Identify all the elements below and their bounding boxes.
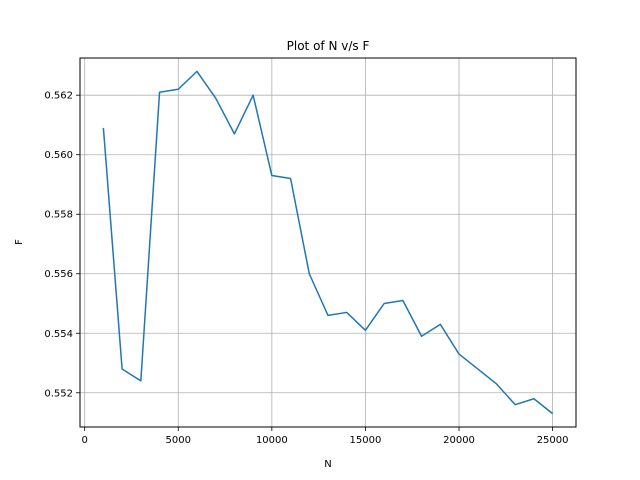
- y-tick-label: 0.562: [44, 91, 73, 102]
- x-tick-label: 25000: [537, 435, 569, 446]
- y-tick-label: 0.558: [44, 210, 73, 221]
- y-tick-label: 0.552: [44, 388, 73, 399]
- x-axis-label: N: [324, 459, 331, 470]
- chart-title: Plot of N v/s F: [287, 39, 370, 53]
- series-group: [102, 70, 554, 415]
- y-tick-label: 0.560: [44, 150, 73, 161]
- x-tick-label: 10000: [256, 435, 288, 446]
- x-tick-label: 0: [81, 435, 87, 446]
- y-axis-ticks: 0.552 0.554 0.556 0.558 0.560 0.562: [44, 91, 80, 399]
- x-tick-label: 5000: [166, 435, 191, 446]
- x-tick-label: 20000: [443, 435, 475, 446]
- y-tick-label: 0.554: [44, 329, 73, 340]
- y-tick-label: 0.556: [44, 269, 73, 280]
- series-line: [102, 70, 554, 415]
- y-axis-label: F: [14, 239, 25, 245]
- x-axis-ticks: 0 5000 10000 15000 20000 25000: [81, 427, 569, 446]
- x-tick-label: 15000: [350, 435, 382, 446]
- axes-frame: [79, 57, 577, 428]
- grid-lines: [80, 58, 576, 427]
